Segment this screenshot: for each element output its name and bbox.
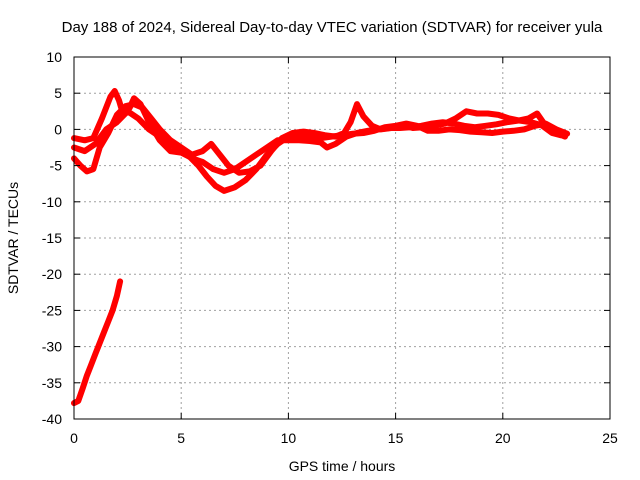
series-track-3 bbox=[71, 108, 568, 176]
y-tick-label: -30 bbox=[42, 339, 62, 355]
y-tick-label: -20 bbox=[42, 266, 62, 282]
x-ticks: 0 5 10 15 20 25 bbox=[70, 57, 618, 446]
series-track-2 bbox=[71, 101, 564, 176]
x-tick-label: 20 bbox=[495, 430, 511, 446]
y-tick-label: -25 bbox=[42, 302, 62, 318]
y-tick-label: -35 bbox=[42, 375, 62, 391]
x-tick-label: 0 bbox=[70, 430, 78, 446]
x-tick-label: 5 bbox=[177, 430, 185, 446]
y-tick-label: -40 bbox=[42, 411, 62, 427]
y-tick-label: -10 bbox=[42, 194, 62, 210]
x-tick-label: 25 bbox=[602, 430, 618, 446]
x-axis-label: GPS time / hours bbox=[289, 458, 396, 474]
chart-title: Day 188 of 2024, Sidereal Day-to-day VTE… bbox=[62, 19, 603, 36]
y-tick-label: 5 bbox=[54, 85, 62, 101]
x-tick-label: 10 bbox=[281, 430, 297, 446]
y-ticks: 10 5 0 -5 -10 -15 -20 -25 -30 -35 -40 bbox=[42, 49, 610, 427]
y-tick-label: 0 bbox=[54, 121, 62, 137]
series-track-4 bbox=[71, 278, 124, 407]
y-axis-label: SDTVAR / TECUs bbox=[5, 182, 21, 294]
y-tick-label: -15 bbox=[42, 230, 62, 246]
grid bbox=[74, 57, 610, 419]
y-tick-label: -5 bbox=[50, 158, 63, 174]
series-group bbox=[71, 88, 571, 407]
x-tick-label: 15 bbox=[388, 430, 404, 446]
y-tick-label: 10 bbox=[46, 49, 62, 65]
